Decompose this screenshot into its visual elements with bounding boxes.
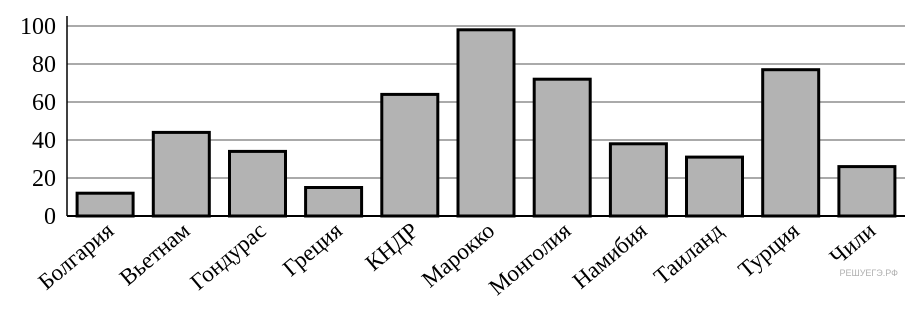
bar-1	[151, 130, 211, 218]
bar-6	[532, 77, 592, 218]
x-tick-label-10: Чили	[825, 218, 880, 270]
bar-3	[304, 186, 364, 218]
y-tick-label-2: 40	[32, 128, 56, 154]
y-tick-label-0: 0	[44, 204, 56, 230]
x-tick-label-4: КНДР	[361, 218, 423, 276]
bar-8	[685, 155, 744, 218]
x-tick-label-1: Вьетнам	[115, 217, 195, 290]
x-tick-label-2: Гондурас	[186, 218, 271, 295]
bar-2	[228, 149, 287, 218]
y-tick-label-4: 80	[32, 52, 56, 78]
x-tick-label-6: Монголия	[484, 217, 576, 299]
bar-5	[456, 28, 516, 218]
bar-0	[75, 191, 135, 218]
x-tick-label-7: Намибия	[568, 217, 652, 293]
y-axis-ticks: 0 20 40 60 80 100	[20, 14, 56, 230]
bars	[75, 28, 897, 218]
bar-7	[608, 142, 668, 218]
y-tick-label-3: 60	[32, 90, 56, 116]
x-tick-label-8: Таиланд	[649, 217, 728, 289]
x-tick-label-9: Турция	[733, 217, 804, 282]
bar-10	[837, 165, 897, 218]
y-tick-label-5: 100	[20, 14, 56, 40]
watermark-text: РЕШУЕГЭ.РФ	[839, 268, 898, 278]
bar-4	[380, 92, 440, 218]
x-tick-label-3: Греция	[278, 217, 347, 281]
y-tick-label-1: 20	[32, 166, 56, 192]
bar-9	[761, 68, 821, 218]
